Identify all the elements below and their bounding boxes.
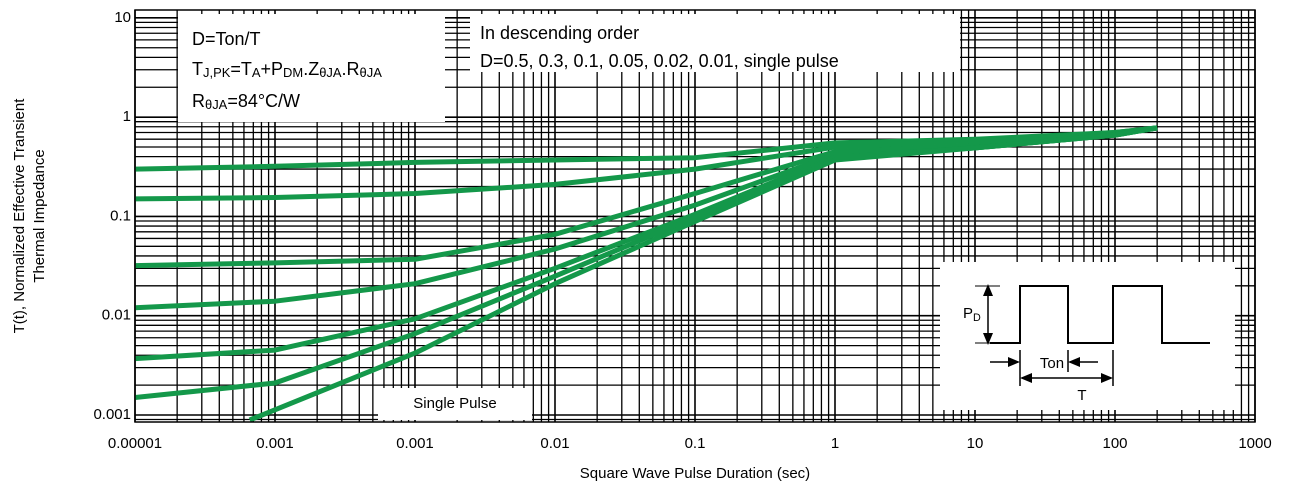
text-part: +P [261,59,284,79]
text-part: =84°C/W [227,91,300,111]
resistance: RθJA=84°C/W [192,91,300,113]
inset: PD Ton T [940,262,1235,410]
annotation: In descending order [480,23,639,43]
arrow-head [983,284,993,296]
inset-label: Ton [1040,355,1064,372]
y-tick-label: 0.01 [102,307,131,324]
x-tick-label: 10 [967,435,984,452]
x-tick-label: 0.001 [256,435,294,452]
subscript: θJA [360,65,383,80]
formula: TJ,PK=TA+PDM.ZθJA.RθJA [192,59,382,81]
arrow-head [1101,373,1113,383]
arrow-head [983,333,993,345]
text-part: =T [230,59,252,79]
x-tick-label: 0.00001 [108,435,162,452]
single-pulse-box: Single Pulse [378,388,532,420]
annotation: D=Ton/T [192,29,261,49]
y-tick-label: 0.1 [110,207,131,224]
subscript: θJA [205,97,228,112]
x-tick-label: 1 [831,435,839,452]
lines [135,125,1158,422]
annotation: Single Pulse [413,395,496,412]
text-part: .R [342,59,360,79]
x-tick-label: 0.01 [540,435,569,452]
x-tick-label: 100 [1102,435,1127,452]
subscript: D [973,312,981,324]
box [178,14,445,122]
waveform [990,285,1210,344]
arrow-head [1008,357,1020,367]
y-tick-label: 0.001 [93,406,131,423]
text-part: R [192,91,205,111]
box [470,14,960,72]
y-axis-label: Thermal Impedance [31,149,48,282]
data-line [248,125,1158,422]
box [378,388,532,420]
subscript: J,PK [203,65,231,80]
subscript: DM [283,65,303,80]
y-axis-label: T(t), Normalized Effective Transient [11,98,28,334]
x-axis-label: Square Wave Pulse Duration (sec) [580,465,810,482]
y-tick-label: 1 [123,108,131,125]
subscript: A [252,65,261,80]
arrow-head [1020,373,1032,383]
inset-label: PD [963,305,981,324]
order-box: In descending order D=0.5, 0.3, 0.1, 0.0… [470,14,960,72]
annotation: D=0.5, 0.3, 0.1, 0.05, 0.02, 0.01, singl… [480,51,839,71]
info-box: D=Ton/T TJ,PK=TA+PDM.ZθJA.RθJA RθJA=84°C… [178,14,445,122]
arrow-head [1068,357,1080,367]
text-part: .Z [303,59,319,79]
inset-label: T [1077,387,1086,404]
y-tick-label: 10 [114,9,131,26]
plot-frame [134,9,1256,423]
data-line [135,125,1158,172]
subscript: θJA [319,65,342,80]
x-tick-label: 0.001 [396,435,434,452]
text-part: P [963,305,973,322]
x-tick-label: 0.1 [685,435,706,452]
x-tick-label: 1000 [1238,435,1271,452]
text-part: T [192,59,203,79]
